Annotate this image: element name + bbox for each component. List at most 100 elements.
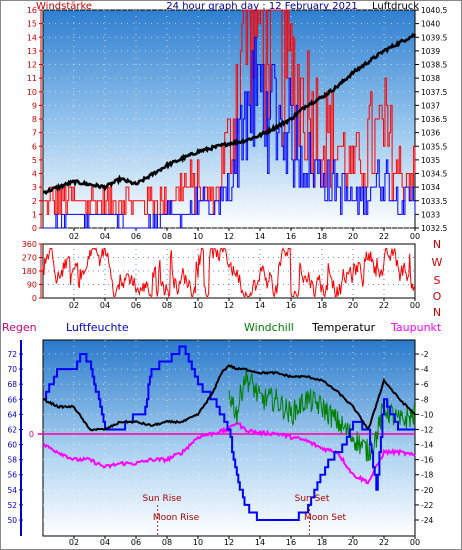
x-tick-label: 10 xyxy=(193,538,203,547)
right-tick-label: -8 xyxy=(421,395,429,404)
right-tick-label: 1040 xyxy=(421,20,440,29)
left-tick-label: 10 xyxy=(27,88,37,97)
left-tick-label: 64 xyxy=(7,410,17,419)
right-tick-label: 1036 xyxy=(421,129,440,138)
regen-tick-label: 0 xyxy=(29,430,34,439)
left-tick-label: 66 xyxy=(7,395,17,404)
left-tick-label: 8 xyxy=(32,115,37,124)
luftfeuchte-label: Luftfeuchte xyxy=(66,321,129,334)
x-tick-label: 02 xyxy=(69,301,79,310)
right-tick-label: -12 xyxy=(421,425,433,434)
left-tick-label: 72 xyxy=(7,350,17,359)
wind-direction-series xyxy=(42,247,416,299)
right-tick-label: -6 xyxy=(421,380,429,389)
moon-set-label: Moon Set xyxy=(304,513,347,523)
x-tick-label: 06 xyxy=(131,232,141,241)
climate-axes: 505254565860626466687072-24-22-20-18-16-… xyxy=(7,340,433,547)
sun-rise-label: Sun Rise xyxy=(143,494,182,504)
right-tick-label: 1037 xyxy=(421,101,440,110)
left-tick-label: 13 xyxy=(27,47,37,56)
right-tick-label: 1034 xyxy=(421,183,440,192)
right-tick-label: -16 xyxy=(421,456,433,465)
x-tick-label: 08 xyxy=(162,301,172,310)
left-tick-label: 54 xyxy=(7,486,17,495)
x-tick-label: 02 xyxy=(69,232,79,241)
right-tick-label: -18 xyxy=(421,471,433,480)
left-tick-label: 56 xyxy=(7,471,17,480)
left-tick-label: 15 xyxy=(27,20,37,29)
right-tick-label: 1035.5 xyxy=(421,142,447,151)
right-tick-label: 1037.5 xyxy=(421,88,447,97)
left-tick-label: 7 xyxy=(32,129,37,138)
left-tick-label: 360 xyxy=(22,240,37,249)
right-tick-label: 1032.5 xyxy=(421,224,447,233)
climate-series xyxy=(38,345,416,521)
x-tick-label: 00 xyxy=(410,301,420,310)
x-tick-label: 00 xyxy=(410,538,420,547)
left-tick-label: 6 xyxy=(32,142,37,151)
right-tick-label: -20 xyxy=(421,486,433,495)
wind-direction-series-line xyxy=(42,247,416,299)
x-tick-label: 18 xyxy=(317,301,327,310)
left-tick-label: 14 xyxy=(27,33,37,42)
x-tick-label: 04 xyxy=(100,232,110,241)
x-tick-label: 22 xyxy=(379,538,389,547)
x-tick-label: 22 xyxy=(379,232,389,241)
x-tick-label: 18 xyxy=(317,538,327,547)
x-tick-label: 04 xyxy=(100,538,110,547)
temperatur-label: Temperatur xyxy=(311,321,376,334)
x-tick-label: 02 xyxy=(69,538,79,547)
x-tick-label: 20 xyxy=(348,301,358,310)
compass-label: N xyxy=(433,238,441,251)
windstaerke-label: Windstärke xyxy=(36,1,92,12)
left-tick-label: 270 xyxy=(22,254,37,263)
x-tick-label: 18 xyxy=(317,232,327,241)
x-tick-label: 06 xyxy=(131,301,141,310)
pressure-series-line xyxy=(42,32,417,196)
left-tick-label: 5 xyxy=(32,156,37,165)
humidity-series-line xyxy=(43,345,415,521)
right-tick-label: 1039 xyxy=(421,47,440,56)
left-tick-label: 70 xyxy=(7,365,17,374)
compass-label: W xyxy=(432,256,443,269)
x-tick-label: 20 xyxy=(348,232,358,241)
x-tick-label: 14 xyxy=(255,538,265,547)
right-tick-label: 1038 xyxy=(421,74,440,83)
x-tick-label: 08 xyxy=(162,232,172,241)
right-tick-label: 1033 xyxy=(421,210,440,219)
x-tick-label: 14 xyxy=(255,301,265,310)
x-tick-label: 08 xyxy=(162,538,172,547)
right-tick-label: 1040.5 xyxy=(421,6,447,15)
left-tick-label: 50 xyxy=(7,516,17,525)
left-tick-label: 16 xyxy=(27,6,37,15)
x-tick-label: 06 xyxy=(131,538,141,547)
x-tick-label: 16 xyxy=(286,538,296,547)
left-tick-label: 62 xyxy=(7,425,17,434)
left-tick-label: 0 xyxy=(32,294,37,303)
right-tick-label: -22 xyxy=(421,501,433,510)
left-tick-label: 3 xyxy=(32,183,37,192)
right-tick-label: 1034.5 xyxy=(421,170,447,179)
left-tick-label: 9 xyxy=(32,101,37,110)
moon-rise-label: Moon Rise xyxy=(153,513,200,523)
x-tick-label: 14 xyxy=(255,232,265,241)
graph-title: 24 hour graph day : 12 February 2021 xyxy=(166,1,357,12)
wind-pressure-axes: 0123456789101112131415161032.510331033.5… xyxy=(27,6,448,241)
left-tick-label: 52 xyxy=(7,501,17,510)
compass-label: O xyxy=(433,290,442,303)
left-tick-label: 90 xyxy=(27,281,37,290)
x-tick-label: 00 xyxy=(410,232,420,241)
right-tick-label: 1033.5 xyxy=(421,197,447,206)
x-tick-label: 12 xyxy=(224,301,234,310)
taupunkt-label: Taupunkt xyxy=(390,321,442,334)
x-tick-label: 22 xyxy=(379,301,389,310)
x-tick-label: 16 xyxy=(286,232,296,241)
left-tick-label: 1 xyxy=(32,210,37,219)
regen-label: Regen xyxy=(2,321,37,334)
windchill-label: Windchill xyxy=(244,321,294,334)
astro-events xyxy=(157,505,311,536)
left-tick-label: 68 xyxy=(7,380,17,389)
right-tick-label: -24 xyxy=(421,516,433,525)
